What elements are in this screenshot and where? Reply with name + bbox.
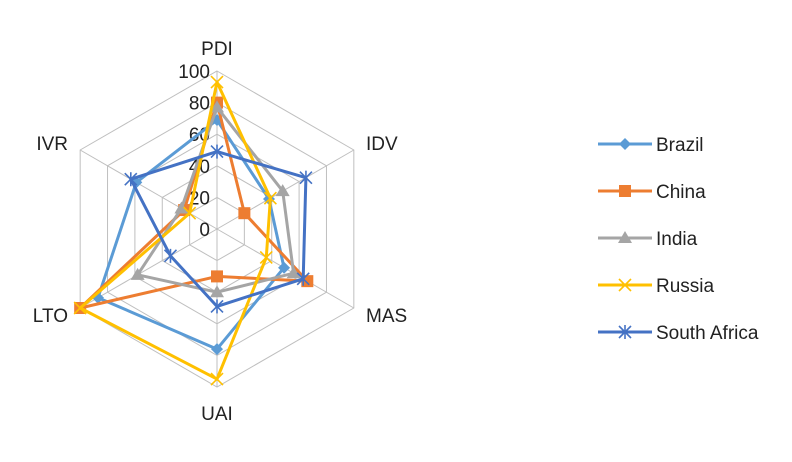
- data-point-marker: [211, 270, 223, 283]
- tick-label: 100: [178, 62, 210, 83]
- axis-labels: PDI IDV MAS UAI LTO IVR: [33, 39, 407, 425]
- series-line-brazil: [96, 118, 286, 351]
- legend-label: Brazil: [656, 135, 704, 156]
- data-point-marker: [73, 301, 87, 315]
- data-point-marker: [299, 170, 313, 185]
- legend-label: South Africa: [656, 323, 759, 344]
- data-point-marker: [238, 207, 251, 220]
- data-point-marker: [210, 75, 224, 89]
- legend-entry-china: China: [598, 182, 706, 203]
- series-russia: [73, 75, 277, 386]
- series-south-africa: [124, 144, 313, 314]
- data-point-marker: [210, 100, 224, 113]
- data-point-marker: [183, 206, 197, 220]
- tick-label: 80: [189, 94, 210, 115]
- legend-label: Russia: [656, 276, 715, 297]
- legend-entry-south-africa: South Africa: [598, 323, 759, 344]
- series-india: [130, 100, 301, 298]
- data-point-marker: [174, 201, 189, 214]
- data-point-marker: [618, 278, 632, 292]
- data-point-marker: [211, 343, 223, 356]
- data-point-marker: [619, 138, 631, 150]
- axis-label-mas: MAS: [366, 306, 407, 327]
- legend-entry-india: India: [598, 229, 698, 250]
- legend-entry-brazil: Brazil: [598, 135, 704, 156]
- legend-label: India: [656, 229, 698, 250]
- data-point-marker: [210, 299, 224, 314]
- axis-label-idv: IDV: [366, 134, 398, 155]
- data-point-marker: [259, 250, 273, 265]
- series-lines: [73, 75, 314, 386]
- data-point-marker: [210, 372, 224, 386]
- data-point-marker: [296, 271, 310, 286]
- data-point-marker: [618, 325, 632, 339]
- data-point-marker: [163, 248, 178, 263]
- legend-label: China: [656, 182, 706, 203]
- data-point-marker: [275, 184, 290, 197]
- data-point-marker: [619, 185, 631, 197]
- data-point-marker: [263, 191, 277, 205]
- grid-spoke: [79, 228, 218, 309]
- axis-label-uai: UAI: [201, 404, 233, 425]
- axis-label-pdi: PDI: [201, 39, 233, 60]
- data-point-marker: [618, 231, 632, 243]
- data-point-marker: [124, 172, 138, 187]
- data-point-marker: [286, 266, 301, 279]
- legend-entry-russia: Russia: [598, 276, 715, 297]
- tick-label: 0: [199, 220, 210, 241]
- grid-spoke: [79, 149, 218, 230]
- axis-label-ivr: IVR: [36, 134, 68, 155]
- series-brazil: [91, 113, 291, 356]
- legend: Brazil China India Russia South Africa: [598, 135, 759, 344]
- data-point-marker: [210, 144, 224, 159]
- axis-label-lto: LTO: [33, 306, 68, 327]
- data-point-marker: [210, 285, 224, 298]
- data-point-marker: [278, 261, 291, 274]
- data-point-marker: [130, 267, 145, 280]
- series-line-south-africa: [129, 150, 308, 308]
